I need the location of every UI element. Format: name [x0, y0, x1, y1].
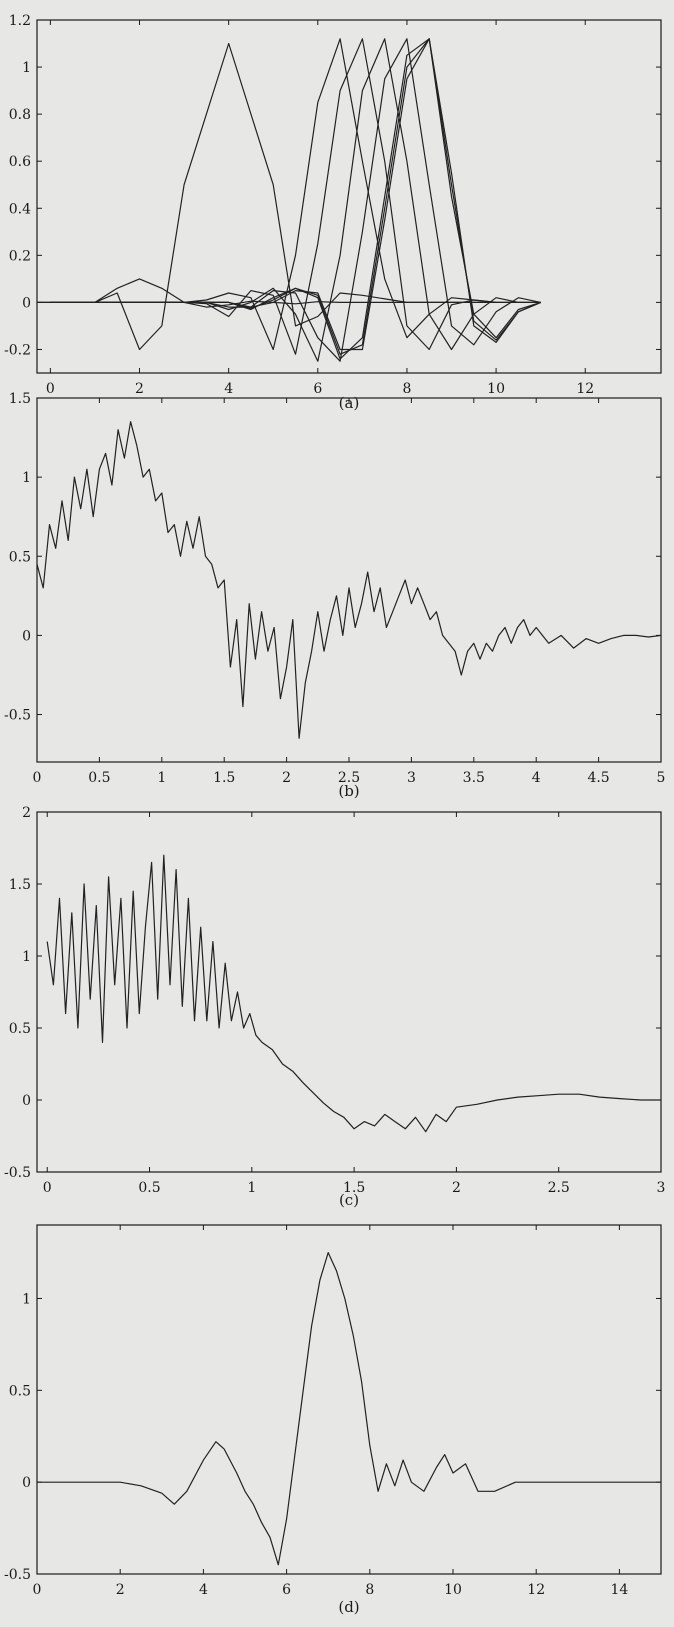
x-tick-label-a-0: 0 [46, 381, 55, 397]
y-tick-label-d-3: 1 [22, 1291, 31, 1307]
x-tick-label-d-5: 10 [444, 1582, 462, 1598]
x-tick-label-b-5: 2.5 [338, 770, 360, 786]
x-tick-label-b-7: 3.5 [463, 770, 485, 786]
series-line-a-1 [37, 42, 541, 351]
y-tick-label-b-4: 1.5 [9, 391, 31, 407]
x-tick-label-d-6: 12 [527, 1582, 545, 1598]
x-tick-label-a-5: 10 [487, 381, 505, 397]
x-tick-label-a-1: 2 [135, 381, 144, 397]
x-tick-label-d-1: 2 [116, 1582, 125, 1598]
y-tick-label-d-1: 0 [22, 1475, 31, 1491]
x-tick-label-b-2: 1 [157, 770, 166, 786]
panel-caption-d: (d) [338, 1598, 359, 1616]
x-tick-label-a-3: 6 [313, 381, 322, 397]
y-tick-label-b-3: 1 [22, 470, 31, 486]
x-tick-label-d-3: 6 [282, 1582, 291, 1598]
x-tick-label-d-7: 14 [610, 1582, 628, 1598]
plot-frame-d [36, 1224, 662, 1575]
y-tick-label-c-4: 1.5 [9, 877, 31, 893]
x-tick-label-c-3: 1.5 [343, 1180, 365, 1196]
y-tick-label-b-2: 0.5 [9, 549, 31, 565]
y-tick-label-b-0: -0.5 [4, 708, 31, 724]
series-line-a-7 [50, 38, 541, 355]
y-tick-label-a-1: 0 [22, 295, 31, 311]
x-tick-label-b-8: 4 [532, 770, 541, 786]
x-tick-label-b-9: 4.5 [587, 770, 609, 786]
x-tick-label-d-2: 4 [199, 1582, 208, 1598]
y-tick-label-c-2: 0.5 [9, 1021, 31, 1037]
x-tick-label-c-1: 0.5 [138, 1180, 160, 1196]
y-tick-label-a-2: 0.2 [9, 248, 31, 264]
series-line-a-4 [50, 38, 519, 362]
y-tick-label-c-1: 0 [22, 1093, 31, 1109]
x-tick-label-a-4: 8 [402, 381, 411, 397]
x-tick-label-c-4: 2 [452, 1180, 461, 1196]
x-tick-label-d-0: 0 [33, 1582, 42, 1598]
series-line-a-3 [50, 38, 497, 355]
y-tick-label-d-2: 0.5 [9, 1383, 31, 1399]
x-tick-label-d-4: 8 [365, 1582, 374, 1598]
x-tick-label-c-0: 0 [43, 1180, 52, 1196]
y-tick-label-a-4: 0.6 [9, 154, 31, 170]
y-tick-label-a-3: 0.4 [9, 201, 31, 217]
x-tick-label-b-6: 3 [407, 770, 416, 786]
y-tick-label-a-7: 1.2 [9, 13, 31, 29]
x-tick-label-b-3: 1.5 [213, 770, 235, 786]
x-tick-label-b-0: 0 [33, 770, 42, 786]
plot-frame-b [36, 397, 662, 763]
plot-frame-c [36, 811, 662, 1173]
y-tick-label-c-3: 1 [22, 949, 31, 965]
y-tick-label-c-5: 2 [22, 805, 31, 821]
y-tick-label-a-0: -0.2 [4, 342, 31, 358]
panel-caption-c: (c) [339, 1191, 359, 1209]
y-tick-label-a-5: 0.8 [9, 107, 31, 123]
y-tick-label-a-6: 1 [22, 60, 31, 76]
plot-frame-a [36, 19, 662, 374]
x-tick-label-b-10: 5 [657, 770, 666, 786]
series-line-a-5 [50, 38, 541, 362]
series-line-b-0 [36, 421, 662, 739]
x-tick-label-b-1: 0.5 [88, 770, 110, 786]
y-tick-label-d-0: -0.5 [4, 1567, 31, 1583]
series-line-a-8 [50, 38, 541, 351]
x-tick-label-a-2: 4 [224, 381, 233, 397]
panel-caption-b: (b) [338, 782, 359, 800]
x-tick-label-b-4: 2 [282, 770, 291, 786]
series-line-c-0 [46, 854, 661, 1133]
y-tick-label-c-0: -0.5 [4, 1165, 31, 1181]
x-tick-label-c-6: 3 [657, 1180, 666, 1196]
x-tick-label-c-5: 2.5 [548, 1180, 570, 1196]
y-tick-label-b-1: 0 [22, 628, 31, 644]
series-line-d-0 [37, 1251, 661, 1566]
series-line-a-2 [50, 38, 497, 351]
x-tick-label-c-2: 1 [247, 1180, 256, 1196]
x-tick-label-a-6: 12 [576, 381, 594, 397]
